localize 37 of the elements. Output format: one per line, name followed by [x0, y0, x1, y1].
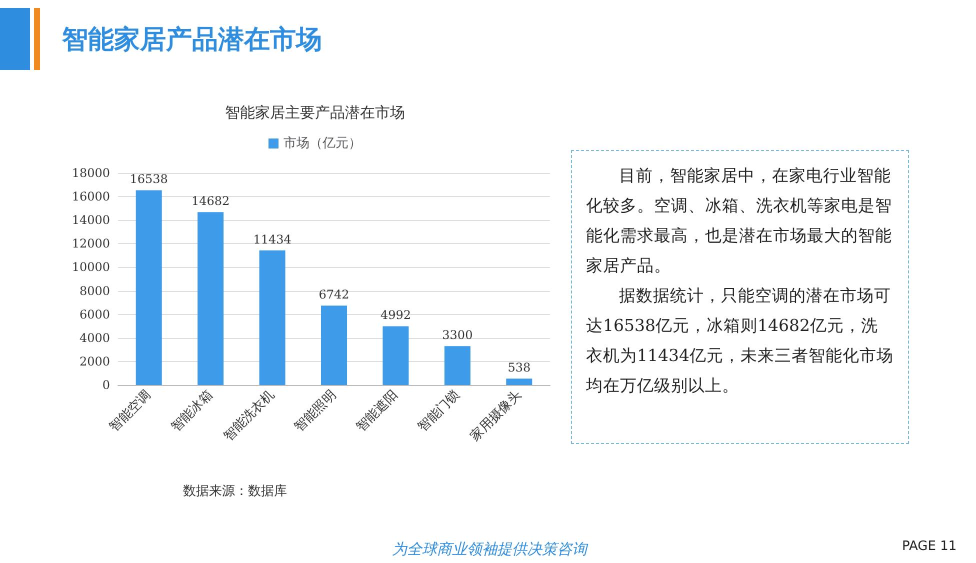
- y-tick-label: 14000: [72, 213, 110, 228]
- text: PAGE 11: [902, 539, 957, 554]
- legend-label: 市场（亿元）: [284, 136, 362, 151]
- bar: [444, 346, 470, 385]
- y-tick-label: 18000: [72, 166, 110, 180]
- x-tick-label: 智能遮阳: [354, 388, 402, 436]
- y-tick-label: 6000: [79, 307, 110, 322]
- bar: [198, 212, 224, 385]
- x-tick-label: 智能照明: [292, 388, 340, 436]
- y-tick-label: 2000: [79, 354, 110, 368]
- bar: [382, 326, 409, 385]
- y-tick-label: 12000: [72, 236, 110, 251]
- bar: [506, 378, 532, 385]
- text: 目前，智能家居中，在家电行业智能化较多。空调、冰箱、洗衣机等家电是智能化需求最高，也是潜在市场最大的智能家居产品。: [586, 165, 893, 277]
- y-tick-label: 4000: [79, 330, 110, 345]
- data-label: 14682: [191, 194, 230, 208]
- data-label: 3300: [442, 328, 473, 342]
- y-tick-label: 16000: [72, 190, 110, 204]
- source-note: 数据来源：数据库: [183, 483, 287, 500]
- x-tick-label: 智能冰箱: [168, 388, 216, 436]
- chart-title: 智能家居主要产品潜在市场: [225, 104, 405, 122]
- x-tick-label: 智能洗衣机: [221, 388, 278, 444]
- data-label: 538: [508, 360, 531, 375]
- bar: [259, 250, 286, 385]
- text: 据数据统计，只能空调的潜在市场可达16538亿元，冰箱则14682亿元，洗衣机为11434亿元，未来三者智能化市场均在万亿级别以上。: [586, 285, 894, 397]
- x-tick-label: 智能门锁: [414, 386, 463, 436]
- data-label: 11434: [253, 232, 292, 246]
- y-tick-label: 8000: [79, 284, 110, 298]
- bar: [321, 306, 347, 385]
- data-label: 6742: [318, 288, 350, 302]
- y-tick-label: 10000: [72, 260, 110, 274]
- data-label: 16538: [130, 172, 168, 186]
- x-tick-label: 家用摄像头: [467, 386, 524, 444]
- text: 为全球商业领袖提供决策咨询: [392, 540, 587, 559]
- text: 智能家居产品潜在市场: [62, 24, 322, 57]
- bar: [136, 190, 162, 385]
- data-label: 4992: [380, 308, 411, 322]
